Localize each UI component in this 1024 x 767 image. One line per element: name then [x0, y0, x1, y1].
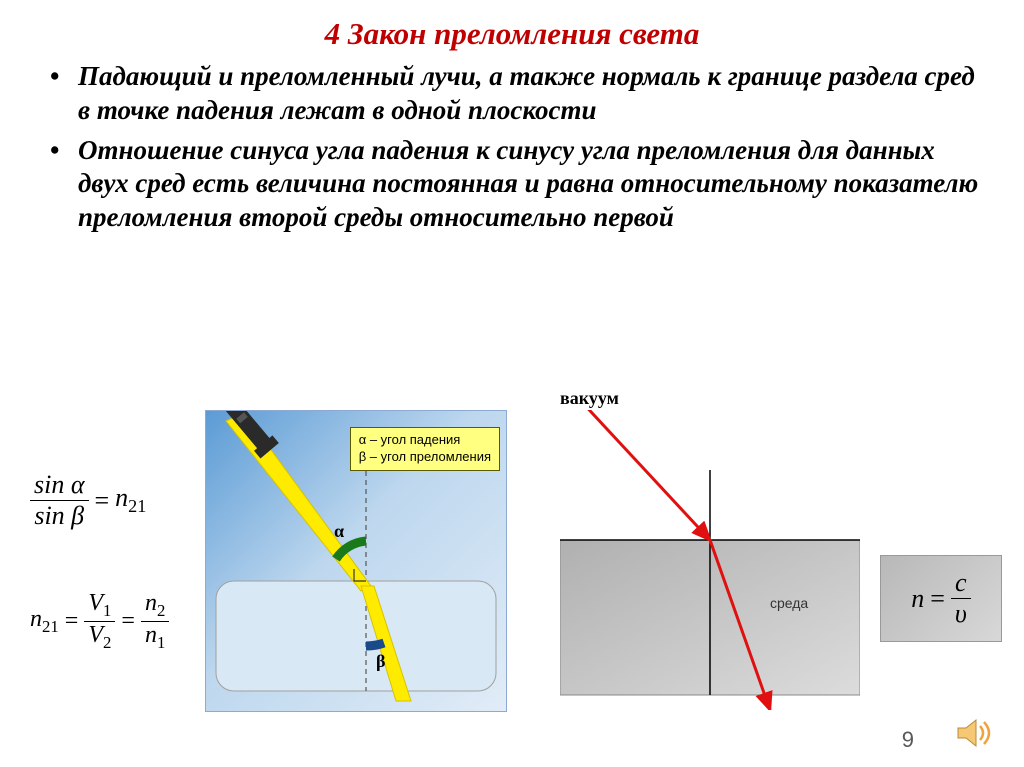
page-title: 4 Закон преломления света — [0, 0, 1024, 52]
speaker-icon — [956, 716, 996, 755]
f2-v1: V — [88, 590, 103, 616]
formula-snell: sin α sin β = n21 — [30, 470, 146, 531]
f3-v: υ — [951, 599, 971, 629]
beta-symbol: β — [376, 651, 385, 672]
vacuum-svg — [560, 410, 860, 710]
f2-n2-sub: 2 — [157, 601, 165, 620]
bullet-1: Падающий и преломленный лучи, а также но… — [50, 60, 984, 128]
equals: = — [121, 608, 135, 635]
beta-desc: β – угол преломления — [359, 449, 491, 466]
formula-absolute-index: n = c υ — [880, 555, 1002, 642]
f2-n2: n — [145, 590, 157, 616]
equals: = — [930, 584, 945, 614]
f2-n1: n — [145, 622, 157, 648]
equals: = — [65, 608, 79, 635]
f1-sub: 21 — [128, 497, 146, 517]
refraction-diagram: α β α – угол падения β – угол преломлени… — [205, 410, 507, 712]
f2-v2: V — [88, 622, 103, 648]
page-number: 9 — [902, 727, 914, 753]
f1-num: sin α — [30, 470, 89, 501]
medium-label: среда — [770, 595, 808, 611]
alpha-desc: α – угол падения — [359, 432, 491, 449]
vacuum-medium-diagram: вакуум среда — [560, 410, 860, 710]
angle-labels-box: α – угол падения β – угол преломления — [350, 427, 500, 471]
f1-n: n — [115, 483, 128, 512]
diagram-area: sin α sin β = n21 n21 = V1 V2 = n2 n1 — [0, 410, 1024, 750]
equals: = — [95, 486, 110, 516]
bullet-2: Отношение синуса угла падения к синусу у… — [50, 134, 984, 235]
f2-v1-sub: 1 — [103, 601, 111, 620]
f1-den: sin β — [30, 501, 89, 531]
f2-lhs: n — [30, 606, 42, 632]
formula-relative-index: n21 = V1 V2 = n2 n1 — [30, 590, 169, 653]
alpha-symbol: α — [334, 521, 344, 542]
vacuum-label: вакуум — [560, 388, 619, 409]
bullet-list: Падающий и преломленный лучи, а также но… — [50, 60, 984, 235]
f3-n: n — [911, 584, 924, 614]
f2-v2-sub: 2 — [103, 633, 111, 652]
f2-n1-sub: 1 — [157, 633, 165, 652]
f2-lhs-sub: 21 — [42, 617, 59, 636]
f3-c: c — [951, 568, 971, 599]
